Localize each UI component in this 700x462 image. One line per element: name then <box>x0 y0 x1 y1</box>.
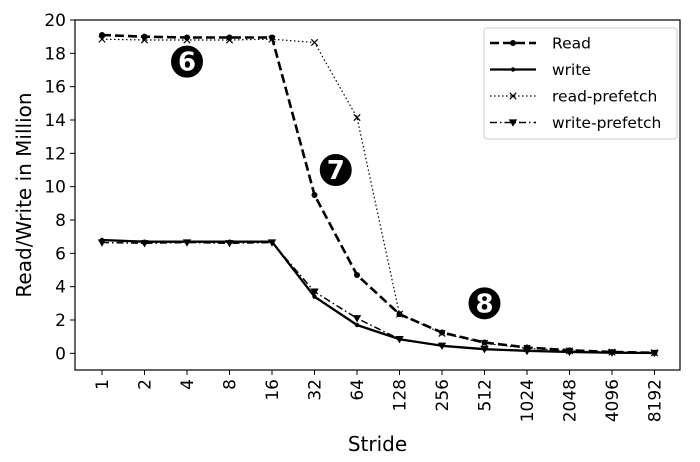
x-tick-label: 2 <box>136 379 156 390</box>
plot-frame <box>74 19 681 371</box>
series-write-prefetch <box>97 239 659 358</box>
x-tick-label: 8192 <box>646 379 666 422</box>
series-layer <box>97 32 659 358</box>
data-point <box>267 239 277 247</box>
x-tick-label: 1 <box>93 379 113 390</box>
data-point <box>565 348 574 357</box>
y-tick-label: 18 <box>44 44 66 64</box>
data-point <box>354 322 360 328</box>
legend-label: Read <box>552 35 591 53</box>
y-tick-label: 20 <box>44 11 66 31</box>
data-point <box>353 113 361 122</box>
data-point <box>140 240 149 248</box>
data-point <box>225 240 234 248</box>
y-tick-label: 6 <box>55 244 66 264</box>
y-axis-ticks: 0 2 4 6 8 10 12 14 16 18 20 <box>44 11 75 364</box>
y-tick-label: 10 <box>44 178 66 198</box>
series-write <box>99 237 657 356</box>
badge-circle <box>169 43 205 80</box>
y-tick-label: 4 <box>55 278 66 298</box>
x-tick-label: 4 <box>178 379 198 390</box>
legend-item: write <box>490 61 591 79</box>
data-point <box>395 310 404 318</box>
x-tick-label: 4096 <box>603 379 623 422</box>
data-point <box>352 315 362 323</box>
legend-marker <box>510 40 516 46</box>
legend-marker <box>508 119 518 127</box>
legend-box <box>483 27 678 140</box>
x-tick-label: 128 <box>391 379 411 411</box>
data-point <box>480 346 489 354</box>
data-point <box>97 239 107 247</box>
y-tick-label: 14 <box>44 111 66 131</box>
legend-label: write <box>552 61 591 79</box>
data-point <box>650 349 659 358</box>
data-point <box>225 36 234 44</box>
legend-label: write-prefetch <box>552 114 661 132</box>
badge-label: 8 <box>475 289 493 319</box>
data-point <box>98 35 106 43</box>
data-point <box>310 288 319 296</box>
data-point <box>310 38 319 47</box>
data-point <box>268 35 276 43</box>
data-point <box>437 342 447 351</box>
legend: Read write read-prefetch write-prefetch <box>483 27 678 140</box>
y-tick-label: 12 <box>44 144 66 164</box>
annotation-badge: 7 <box>317 152 354 188</box>
data-point <box>183 36 191 44</box>
x-axis-ticks: 1 2 4 8 16 32 64 128 256 512 1024 2048 4096 8192 <box>93 370 666 422</box>
y-tick-label: 8 <box>55 211 66 231</box>
data-point <box>438 329 446 337</box>
legend-item: write-prefetch <box>490 114 661 132</box>
legend-item: Read <box>490 35 591 53</box>
x-tick-label: 2048 <box>561 379 581 422</box>
badge-label: 6 <box>178 48 196 78</box>
data-point <box>354 272 360 278</box>
x-tick-label: 1024 <box>518 379 538 422</box>
legend-label: read-prefetch <box>552 88 657 106</box>
badge-circle <box>317 152 354 188</box>
badge-circle <box>466 285 503 322</box>
data-point <box>607 349 617 357</box>
data-point <box>182 239 192 247</box>
y-tick-label: 2 <box>55 311 66 331</box>
data-point <box>480 339 489 347</box>
data-point <box>522 347 532 356</box>
x-axis-title: Stride <box>348 432 407 456</box>
annotation-layer: 6 7 8 <box>169 43 503 322</box>
y-tick-label: 0 <box>55 344 66 364</box>
series-line <box>101 241 655 354</box>
data-point <box>99 32 105 38</box>
data-point <box>311 192 318 198</box>
badge-label: 7 <box>327 156 345 186</box>
annotation-badge: 8 <box>466 285 503 322</box>
x-tick-label: 32 <box>306 379 326 401</box>
series-line <box>101 38 655 354</box>
data-point <box>395 336 404 344</box>
x-tick-label: 512 <box>476 379 496 411</box>
data-point <box>141 33 148 40</box>
data-point <box>140 36 149 44</box>
y-tick-label: 16 <box>44 78 66 98</box>
x-tick-label: 8 <box>221 379 241 390</box>
legend-marker <box>509 92 517 100</box>
annotation-badge: 6 <box>169 43 205 80</box>
y-axis-title: Read/Write in Million <box>12 92 36 297</box>
legend-item: read-prefetch <box>490 88 657 106</box>
series-line <box>101 33 655 355</box>
series-line <box>101 238 655 355</box>
x-tick-label: 64 <box>348 379 368 401</box>
data-point <box>312 294 317 299</box>
legend-marker <box>510 67 516 72</box>
x-tick-label: 256 <box>433 379 453 411</box>
x-tick-label: 16 <box>263 379 283 401</box>
